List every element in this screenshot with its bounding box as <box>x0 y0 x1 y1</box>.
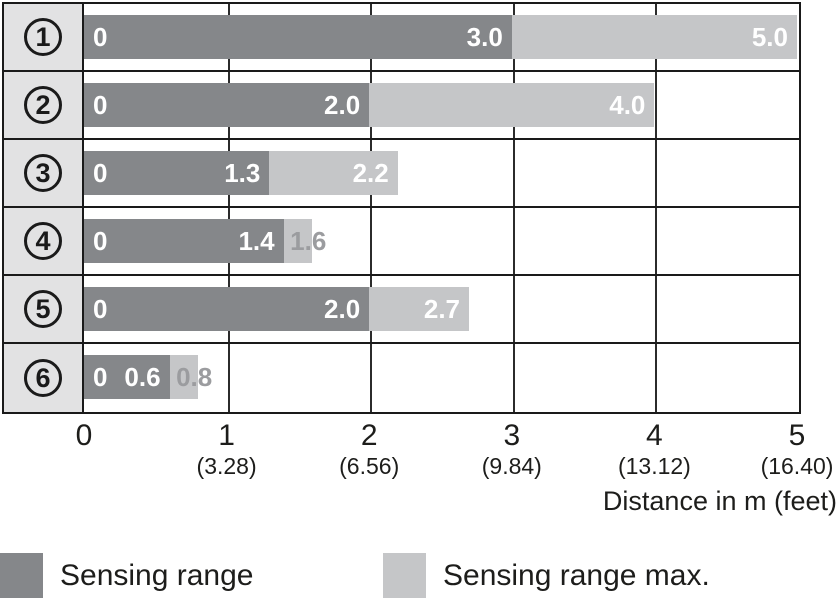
sensing-range-chart: 1 5.0 0 3.0 2 4.0 0 2.0 3 2.2 0 1.3 4 0 1.4 1.6 5 2.7 0 2.0… <box>2 2 801 414</box>
x-tick-meters: 5 <box>788 419 806 452</box>
bar-value-zero: 0 <box>93 158 108 188</box>
x-axis: 0 1 (3.28) 2 (6.56) 3 (9.84) 4 (13.12) 5 (16.40) D… <box>0 414 840 524</box>
chart-row-1: 1 5.0 0 3.0 <box>4 4 799 72</box>
legend-swatch-dark <box>0 553 43 598</box>
legend-swatch-light <box>383 553 426 598</box>
row-label-cell: 3 <box>4 140 84 206</box>
bar-value-zero: 0 <box>93 90 108 120</box>
chart-row-3: 3 2.2 0 1.3 <box>4 140 799 208</box>
x-tick-meters: 0 <box>75 419 93 452</box>
bar-value-range: 2.0 <box>324 90 361 120</box>
bar-value-range: 3.0 <box>466 22 503 52</box>
x-tick-feet: (3.28) <box>196 453 257 479</box>
chart-row-6: 6 0 0.6 0.8 <box>4 344 799 412</box>
row-plot-cell: 0 0.6 0.8 <box>84 344 799 412</box>
chart-row-2: 2 4.0 0 2.0 <box>4 72 799 140</box>
circled-number: 6 <box>24 359 62 397</box>
bar-value-max: 1.6 <box>290 226 327 256</box>
x-tick-meters: 4 <box>646 419 663 452</box>
bar-value-zero: 0 <box>93 22 108 52</box>
row-plot-cell: 0 1.4 1.6 <box>84 208 799 274</box>
x-tick-2: 2 (6.56) <box>339 418 399 480</box>
legend: Sensing range Sensing range max. <box>0 553 840 599</box>
row-label-cell: 6 <box>4 344 84 412</box>
x-tick-meters: 3 <box>503 419 521 452</box>
row-plot-cell: 5.0 0 3.0 <box>84 4 799 70</box>
x-axis-title: Distance in m (feet) <box>602 486 837 516</box>
gridline-3m <box>512 4 515 412</box>
circled-number: 4 <box>24 222 62 260</box>
row-label-cell: 1 <box>4 4 84 70</box>
chart-rows: 1 5.0 0 3.0 2 4.0 0 2.0 3 2.2 0 1.3 4 0 1.4 1.6 5 2.7 0 2.0… <box>4 4 799 412</box>
circled-number: 5 <box>24 290 62 328</box>
circled-number: 1 <box>24 18 62 56</box>
bar-sensing-range: 0 1.4 <box>84 219 284 263</box>
x-tick-meters: 2 <box>360 419 378 452</box>
legend-label: Sensing range max. <box>443 559 710 592</box>
x-tick-feet: (9.84) <box>481 453 542 479</box>
legend-label: Sensing range <box>60 559 254 592</box>
bar-value-max: 0.8 <box>176 362 213 392</box>
circled-number: 3 <box>24 154 62 192</box>
gridline-1m <box>227 4 230 412</box>
chart-row-4: 4 0 1.4 1.6 <box>4 208 799 276</box>
x-tick-1: 1 (3.28) <box>197 418 257 480</box>
bar-value-max: 4.0 <box>609 90 646 120</box>
bar-sensing-range: 0 2.0 <box>84 83 370 127</box>
legend-item-sensing-range-max: Sensing range max. <box>383 553 710 598</box>
bar-sensing-range: 0 0.6 <box>84 355 170 399</box>
bar-value-range: 0.6 <box>124 362 161 392</box>
legend-item-sensing-range: Sensing range <box>0 553 253 598</box>
row-plot-cell: 2.2 0 1.3 <box>84 140 799 206</box>
bar-value-zero: 0 <box>93 362 108 392</box>
circled-number: 2 <box>24 86 62 124</box>
x-tick-0: 0 <box>76 418 93 453</box>
bar-value-range: 1.3 <box>224 158 261 188</box>
x-tick-feet: (6.56) <box>339 453 400 479</box>
x-tick-5: 5 (16.40) <box>761 418 834 480</box>
chart-row-5: 5 2.7 0 2.0 <box>4 276 799 344</box>
x-tick-3: 3 (9.84) <box>482 418 542 480</box>
row-plot-cell: 2.7 0 2.0 <box>84 276 799 342</box>
row-label-cell: 5 <box>4 276 84 342</box>
x-tick-feet: (16.40) <box>760 453 834 479</box>
row-label-cell: 4 <box>4 208 84 274</box>
bar-value-range: 2.0 <box>324 294 361 324</box>
bar-sensing-range: 0 2.0 <box>84 287 370 331</box>
bar-value-range: 1.4 <box>238 226 275 256</box>
bar-value-max: 2.2 <box>352 158 389 188</box>
x-tick-4: 4 (13.12) <box>618 418 691 480</box>
bar-sensing-range: 0 3.0 <box>84 15 512 59</box>
gridline-2m <box>370 4 373 412</box>
gridlines <box>86 4 799 412</box>
x-tick-meters: 1 <box>218 419 235 452</box>
bar-value-zero: 0 <box>93 294 108 324</box>
bar-sensing-range: 0 1.3 <box>84 151 270 195</box>
gridline-4m <box>655 4 658 412</box>
bar-value-max: 2.7 <box>423 294 461 324</box>
row-plot-cell: 4.0 0 2.0 <box>84 72 799 138</box>
bar-value-max: 5.0 <box>751 22 788 52</box>
bar-value-zero: 0 <box>93 226 108 256</box>
x-tick-feet: (13.12) <box>617 453 691 479</box>
row-label-cell: 2 <box>4 72 84 138</box>
